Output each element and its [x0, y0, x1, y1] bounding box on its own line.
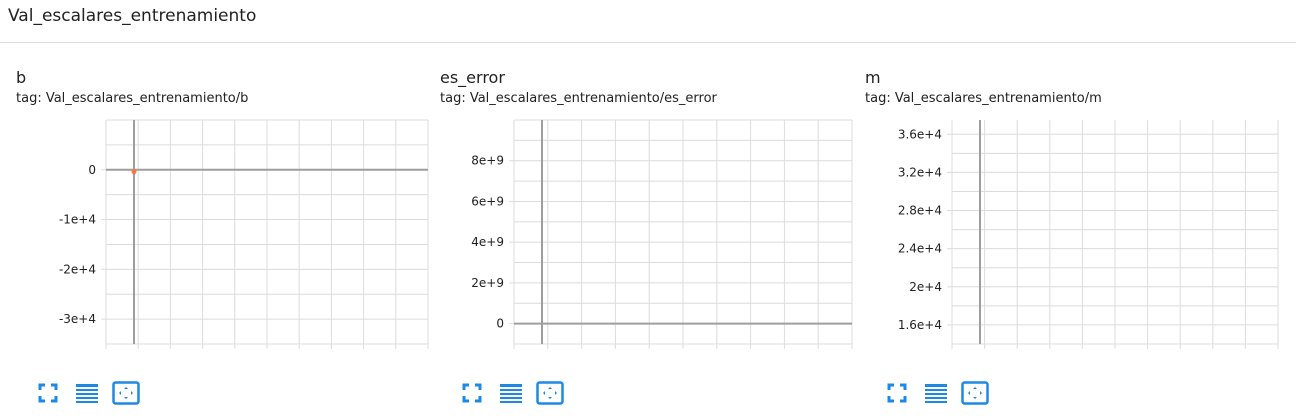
- fit-domain-button[interactable]: [112, 380, 140, 406]
- chart-title: m: [865, 68, 881, 87]
- show-data-button[interactable]: [497, 380, 525, 406]
- page-title: Val_escalares_entrenamiento: [8, 6, 257, 26]
- fullscreen-icon: [886, 382, 908, 404]
- y-tick-label: 6e+9: [471, 194, 504, 208]
- chart-es-error[interactable]: 8e+9 6e+9 4e+9 2e+9 0: [440, 68, 860, 358]
- y-tick-label: -2e+4: [59, 262, 96, 276]
- y-tick-label: 2e+4: [909, 280, 942, 294]
- data-point: [131, 169, 137, 175]
- fit-domain-button[interactable]: [536, 380, 564, 406]
- show-data-button[interactable]: [922, 380, 950, 406]
- y-tick-label: 4e+9: [471, 235, 504, 249]
- fullscreen-icon: [37, 382, 59, 404]
- chart-title: es_error: [440, 68, 505, 87]
- chart-tag: tag: Val_escalares_entrenamiento/m: [865, 91, 1102, 106]
- fullscreen-icon: [461, 382, 483, 404]
- y-tick-label: 2.8e+4: [898, 204, 942, 218]
- y-tick-label: 2.4e+4: [898, 242, 942, 256]
- fullscreen-button[interactable]: [34, 380, 62, 406]
- y-tick-label: 3.6e+4: [898, 127, 942, 141]
- fit-domain-button[interactable]: [961, 380, 989, 406]
- fit-domain-icon: [961, 381, 989, 405]
- fullscreen-button[interactable]: [883, 380, 911, 406]
- chart-tag: tag: Val_escalares_entrenamiento/b: [16, 91, 249, 106]
- y-tick-label: 0: [496, 317, 504, 331]
- page-header: Val_escalares_entrenamiento: [0, 0, 1296, 43]
- chart-card-b: b tag: Val_escalares_entrenamiento/b 0 -1…: [16, 68, 436, 413]
- show-data-button[interactable]: [73, 380, 101, 406]
- y-tick-label: 2e+9: [471, 276, 504, 290]
- y-tick-label: 3.2e+4: [898, 165, 942, 179]
- y-tick-label: -3e+4: [59, 312, 96, 326]
- chart-m[interactable]: 3.6e+4 3.2e+4 2.8e+4 2.4e+4 2e+4 1.6e+4: [865, 68, 1285, 358]
- fit-domain-icon: [536, 381, 564, 405]
- fullscreen-button[interactable]: [458, 380, 486, 406]
- data-list-icon: [75, 382, 99, 404]
- fit-domain-icon: [112, 381, 140, 405]
- chart-tag: tag: Val_escalares_entrenamiento/es_erro…: [440, 91, 717, 106]
- chart-card-es-error: es_error tag: Val_escalares_entrenamient…: [440, 68, 860, 413]
- data-list-icon: [924, 382, 948, 404]
- y-tick-label: 1.6e+4: [898, 318, 942, 332]
- chart-b[interactable]: 0 -1e+4 -2e+4 -3e+4: [16, 68, 436, 358]
- y-tick-label: -1e+4: [59, 213, 96, 227]
- chart-card-m: m tag: Val_escalares_entrenamiento/m 3.6…: [865, 68, 1285, 413]
- data-list-icon: [499, 382, 523, 404]
- y-tick-label: 0: [88, 163, 96, 177]
- chart-title: b: [16, 68, 27, 87]
- y-tick-label: 8e+9: [471, 154, 504, 168]
